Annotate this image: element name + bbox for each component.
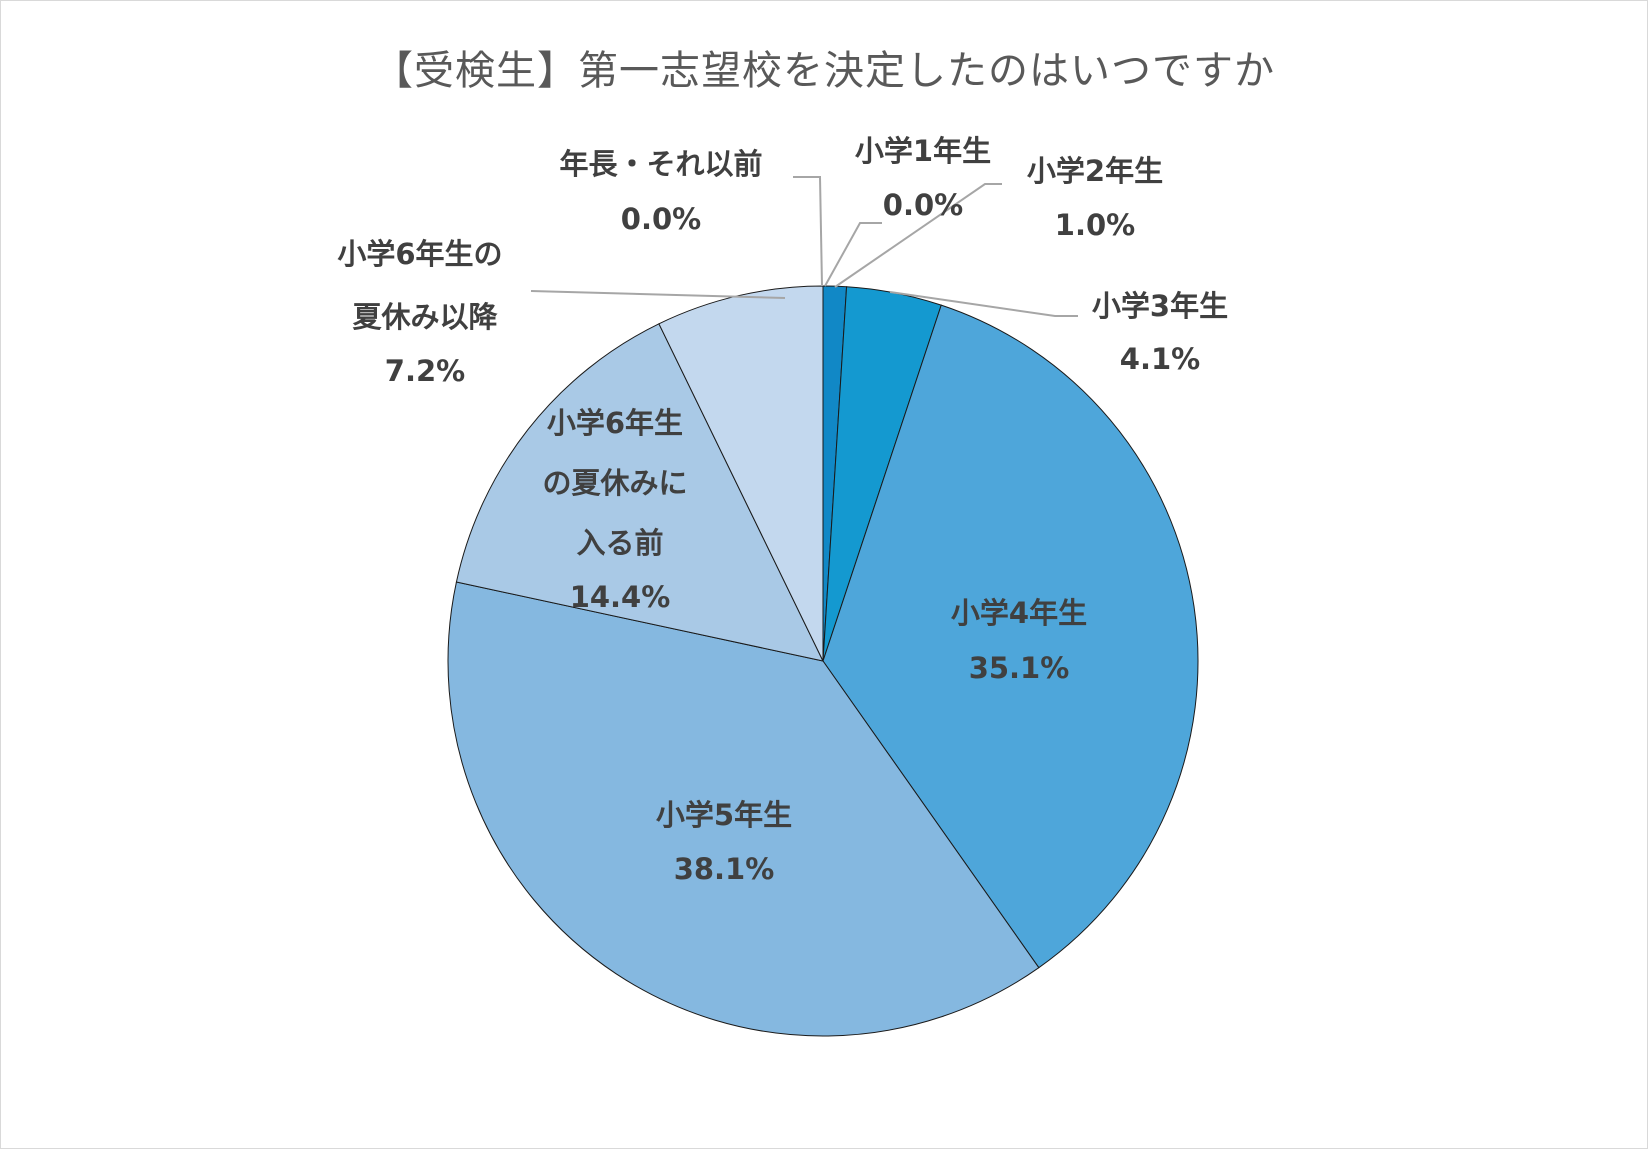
- label-grade6-before-name: 小学6年生 の夏休みに 入る前: [542, 406, 697, 560]
- label-grade2-value: 1.0%: [1055, 208, 1135, 242]
- label-grade5-name: 小学5年生: [656, 798, 792, 832]
- leader-grade6-after: [530, 290, 786, 299]
- label-nencho-name: 年長・それ以前: [559, 147, 762, 181]
- leader-grade2: [834, 183, 1002, 288]
- slice-grade4: [822, 304, 1199, 969]
- leader-grade3: [889, 291, 1078, 317]
- chart-title: 【受検生】第一志望校を決定したのはいつですか: [373, 48, 1275, 94]
- label-grade4-value: 35.1%: [969, 651, 1070, 685]
- label-grade1-value: 0.0%: [883, 188, 963, 222]
- label-grade3-value: 4.1%: [1120, 342, 1200, 376]
- label-grade5-value: 38.1%: [674, 852, 775, 886]
- label-grade3-name: 小学3年生: [1092, 289, 1228, 323]
- slice-grade5: [447, 581, 1040, 1037]
- slice-grade6-after: [658, 285, 824, 662]
- label-grade6-before-value: 14.4%: [570, 580, 671, 614]
- leader-nencho: [793, 176, 823, 287]
- label-grade4-name: 小学4年生: [951, 596, 1087, 630]
- label-grade1-name: 小学1年生: [855, 134, 991, 168]
- leader-grade1: [824, 222, 882, 287]
- label-grade2-name: 小学2年生: [1027, 154, 1163, 188]
- label-nencho-value: 0.0%: [621, 202, 701, 236]
- slice-grade6-before: [455, 323, 824, 662]
- label-grade6-after-name: 小学6年生の 夏休み以降: [337, 237, 512, 334]
- label-grade6-after-value: 7.2%: [385, 354, 465, 388]
